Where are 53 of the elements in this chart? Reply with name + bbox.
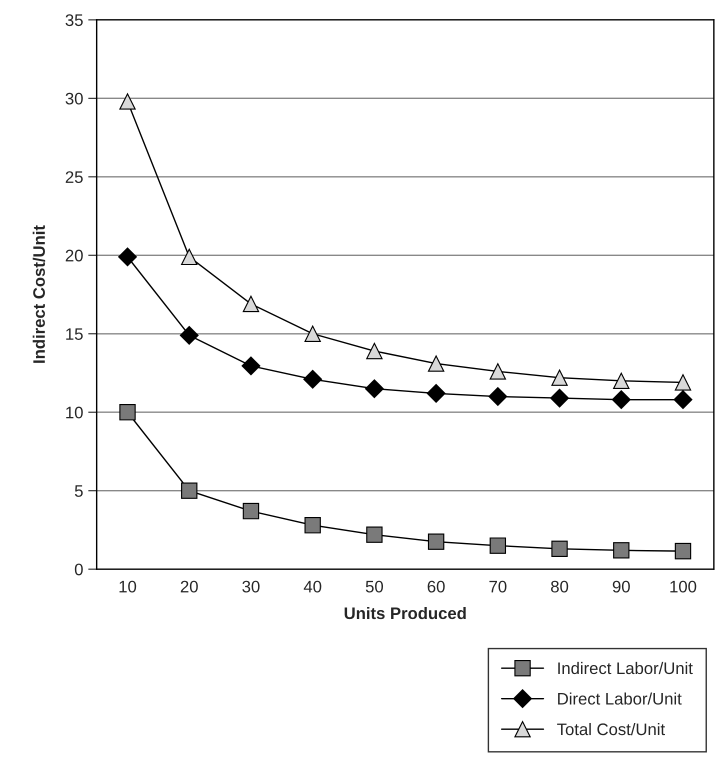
point (304, 326, 321, 342)
point (365, 379, 384, 398)
point (426, 384, 446, 403)
point (242, 296, 260, 312)
y-tick-label: 35 (66, 14, 83, 26)
point (612, 390, 631, 410)
point (366, 526, 383, 543)
point (674, 374, 692, 391)
point (613, 542, 630, 559)
y-axis-title: Indirect Cost/Unit (32, 225, 46, 363)
y-tick-label: 30 (66, 92, 83, 105)
x-tick-label: 100 (670, 580, 696, 593)
point (242, 502, 260, 520)
x-tick-label: 30 (242, 580, 260, 593)
legend-label: Indirect Labor/Unit (558, 662, 693, 674)
point (428, 355, 444, 372)
point (551, 540, 568, 557)
point (428, 534, 444, 550)
x-tick-label: 90 (612, 580, 630, 593)
point (303, 370, 322, 389)
x-tick-label: 60 (428, 580, 445, 593)
point (674, 542, 692, 560)
y-tick-label: 0 (74, 564, 83, 576)
point (490, 363, 506, 380)
x-tick-label: 50 (366, 580, 384, 593)
x-tick-label: 10 (120, 580, 136, 593)
x-axis-title: Units Produced (344, 606, 466, 620)
legend-label: Direct Labor/Unit (558, 692, 682, 705)
point (304, 517, 321, 534)
y-tick-label: 25 (66, 171, 83, 184)
point (119, 93, 136, 110)
point (242, 356, 260, 376)
point (181, 248, 198, 266)
point (119, 404, 136, 420)
y-tick-label: 5 (74, 485, 83, 497)
point (118, 247, 137, 266)
x-tick-label: 20 (180, 580, 198, 593)
x-tick-label: 40 (304, 580, 322, 593)
point (490, 537, 506, 554)
y-tick-label: 10 (66, 406, 83, 418)
point (674, 390, 692, 410)
legend-label: Total Cost/Unit (557, 722, 665, 736)
point (550, 388, 569, 408)
point (488, 387, 508, 406)
point (613, 372, 630, 390)
point (180, 326, 199, 345)
point (366, 342, 383, 360)
point (551, 370, 568, 386)
y-tick-label: 15 (66, 328, 83, 340)
x-tick-label: 70 (489, 580, 506, 593)
x-tick-label: 80 (551, 580, 568, 593)
y-tick-label: 20 (66, 250, 83, 262)
point (181, 482, 198, 499)
